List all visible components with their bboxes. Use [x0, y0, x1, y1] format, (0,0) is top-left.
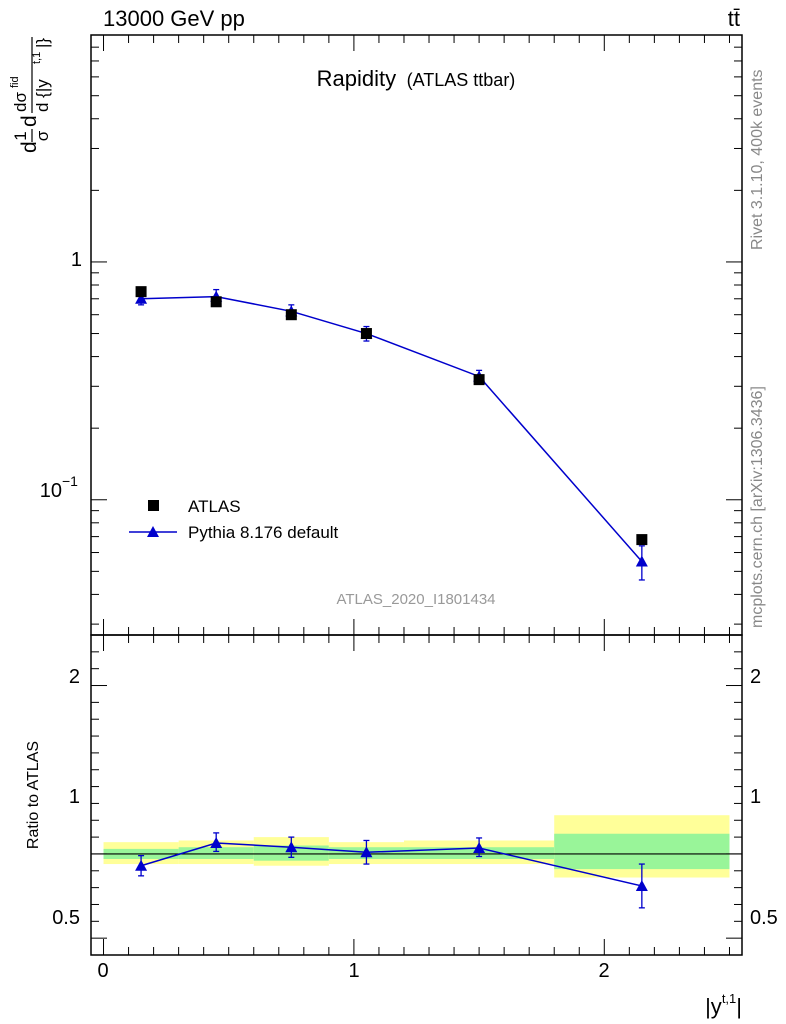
atlas-point-4 [473, 374, 485, 386]
ylabel-prefix: d [18, 141, 41, 153]
x-axis-label-sup: t,1 [722, 991, 736, 1006]
ratio-plot-frame [90, 634, 743, 956]
ratio-y-tick-label-1: 1 [69, 786, 80, 808]
rivet-label: Rivet 3.1.10, 400k events [749, 69, 766, 250]
ratio-y-tick-label-2-right: 2 [750, 666, 761, 688]
x-tick-label-2: 2 [598, 960, 609, 982]
ratio-point-1 [210, 837, 223, 848]
source-label: mcplots.cern.ch [arXiv:1306.3436] [749, 386, 766, 628]
ratio-y-axis-label: Ratio to ATLAS [25, 741, 42, 849]
energy-label: 13000 GeV pp [103, 6, 245, 31]
plot-title-line: Rapidity (ATLAS ttbar) [317, 66, 516, 91]
ratio-y-tick-label-1-right: 1 [750, 786, 761, 808]
analysis-label: ATLAS_2020_I1801434 [336, 591, 495, 608]
pythia-point-0 [135, 292, 148, 304]
plot-title: Rapidity [317, 66, 396, 91]
x-tick-label-1: 1 [348, 960, 359, 982]
pythia-line [141, 295, 643, 563]
ratio-point-0 [135, 859, 148, 871]
ylabel-denominator-close: |} [33, 38, 52, 48]
ylabel-frac-one: 1 [11, 131, 30, 140]
ylabel-denominator-sup: t,1 [31, 52, 43, 64]
ratio-pythia-line [140, 842, 643, 887]
ratio-point-2 [285, 841, 298, 853]
legend-label-pythia: Pythia 8.176 default [188, 523, 339, 542]
ratio-uncertainty-bands [103, 815, 730, 878]
atlas-point-3 [360, 328, 372, 340]
main-panel: Rapidity (ATLAS ttbar) ATLAS_2020_I18014… [9, 34, 743, 636]
x-axis-label-base: |y [705, 994, 722, 1019]
x-axis-label: |yt,1| [705, 991, 742, 1019]
ratio-point-3 [360, 846, 373, 858]
ratio-y-tick-label-0-5-right: 0.5 [750, 907, 778, 929]
ratio-panel: 2 1 0.5 2 1 0.5 0 1 2 Ratio to ATLAS |yt… [25, 634, 778, 1019]
ratio-mc-series [135, 832, 648, 909]
main-y-axis-label: d 1 σ d dσ fid d {|y t,1 |} [9, 37, 52, 153]
y-tick-label-0-1-base: 10 [40, 480, 62, 502]
ratio-y-tick-label-2: 2 [69, 666, 80, 688]
atlas-point-2 [285, 309, 297, 321]
atlas-point-5 [636, 534, 648, 546]
ylabel-numerator: dσ [11, 92, 30, 112]
ratio-point-4 [473, 842, 486, 854]
x-axis-label-close: | [736, 994, 742, 1019]
y-tick-label-1: 1 [71, 249, 82, 271]
ylabel-mid-d: d [18, 115, 41, 127]
band-inner-5 [554, 833, 730, 870]
y-tick-label-0-1: 10 [40, 480, 62, 502]
ylabel-denominator: d {|y [33, 79, 52, 112]
legend-marker-pythia [147, 526, 159, 537]
plot-title-note: (ATLAS ttbar) [407, 70, 516, 90]
ratio-axis-ticks [91, 635, 742, 955]
y-tick-label-0-1-exp: −1 [62, 473, 78, 489]
atlas-point-1 [210, 296, 222, 308]
main-data-series [135, 286, 648, 546]
legend-label-atlas: ATLAS [188, 497, 241, 516]
ylabel-frac-sigma: σ [33, 130, 52, 141]
ratio-y-tick-label-0-5: 0.5 [52, 907, 80, 929]
pythia-point-5 [635, 555, 648, 567]
main-axis-ticks [91, 34, 742, 635]
legend-marker-atlas [148, 500, 159, 511]
ratio-point-5 [635, 879, 648, 891]
x-tick-label-0: 0 [97, 960, 108, 982]
ylabel-numerator-sup: fid [9, 76, 21, 88]
legend: ATLAS Pythia 8.176 default [129, 497, 339, 542]
process-label: tt̄ [728, 6, 740, 31]
atlas-point-0 [135, 286, 147, 298]
band-inner-1 [178, 847, 254, 859]
